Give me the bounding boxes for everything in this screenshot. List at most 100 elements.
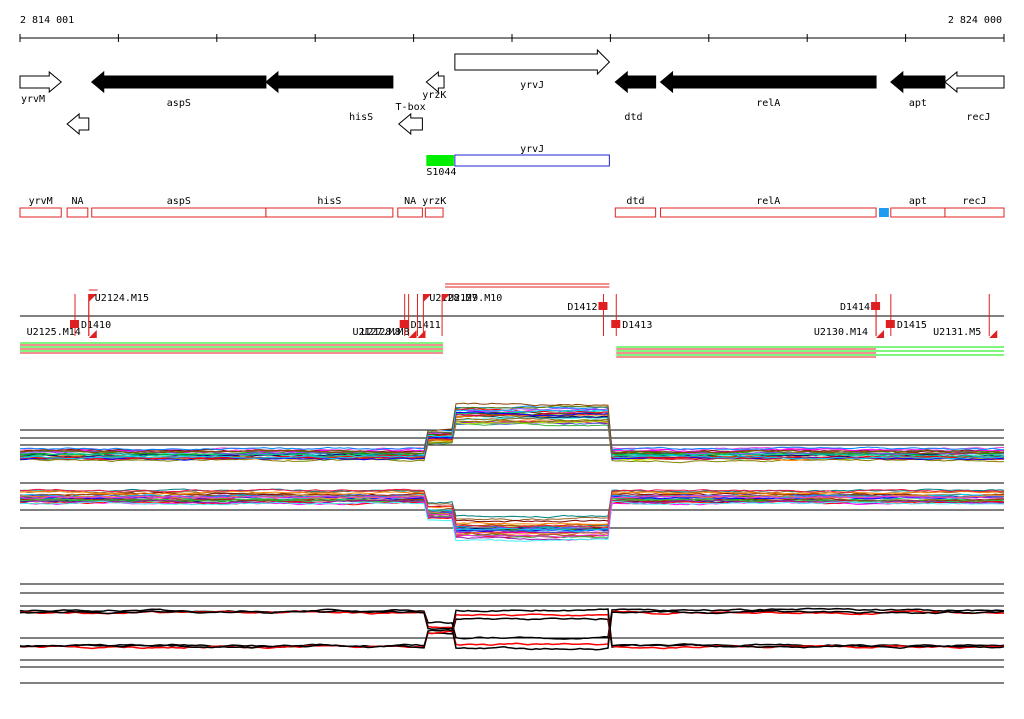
gene-label: yrvM [21,94,45,105]
segment-marker-3: U2127.M8 [352,294,417,338]
feature-label: recJ [962,196,986,207]
feature-NA-1: NA [66,196,89,218]
feature-label: aspS [167,196,191,207]
segment-marker-label: D1413 [622,320,652,331]
feature-label: hisS [317,196,341,207]
gene-yrvM-0: yrvM [19,70,63,105]
multi-sample-lower-track-series [19,488,1005,529]
gene-aspS-2: aspS [90,70,267,109]
segment-marker-label: U2128.M7 [429,293,477,304]
probe-S1044: S1044 [426,155,456,178]
arrow-right-hollow-icon [19,70,63,94]
segment-marker-8: D1412 [567,294,608,336]
feature-track: yrvM NA aspS hisS NA yrzK dtd relA apt recJ [19,196,1005,218]
segment-marker-label: D1415 [897,320,927,331]
segment-marker-label: D1414 [840,302,870,313]
feature-NA-4: NA [397,196,423,218]
segment-marker-13: U2131.M5 [933,294,998,338]
segment-marker-flag [417,330,426,338]
gene-recJ-10: recJ [944,70,1005,123]
segment-marker-flag [989,330,998,338]
segment-marker-11: U2130.M14 [814,294,885,338]
gene-label: yrzK [422,90,446,101]
probe-yrvJ: yrvJ [454,144,610,167]
feature-label: yrvM [29,196,53,207]
gene-label: hisS [349,112,373,123]
feature-label: NA [71,196,83,207]
multi-sample-upper-track [19,402,1005,464]
segment-track: U2125.M14D1410U2124.M15U2127.M8U2128.M8D… [20,283,1004,358]
feature-yrvM-0: yrvM [19,196,62,218]
segment-marker-flag [408,330,417,338]
feature-box [66,207,89,218]
multi-sample-upper-track-series [19,402,1004,455]
multi-sample-upper-track-series [19,409,1005,460]
gene-label: recJ [966,112,990,123]
feature-box [879,208,889,217]
feature-box [944,207,1005,218]
arrow-left-hollow-icon [66,112,90,136]
summary-lower-track [19,608,1005,684]
feature-label: dtd [626,196,644,207]
feature-marker-8 [879,208,889,217]
arrow-left-filled-icon [890,70,946,94]
gene-unnamed-1 [66,112,90,136]
feature-box [614,207,657,218]
gene-yrvJ-6: yrvJ [454,48,611,91]
probe-label: yrvJ [520,144,544,155]
multi-sample-upper-track-series [19,419,1005,464]
gene-label: T-box [396,102,426,113]
gene-relA-8: relA [659,70,877,109]
segment-marker-2: U2124.M15 [88,293,149,336]
multi-sample-upper-track-series [19,410,1005,458]
segment-marker-6: U2128.M7 [422,293,478,336]
arrow-right-hollow-icon [454,48,611,76]
gene-label: apt [909,98,927,109]
segment-marker-1: D1410 [70,294,111,336]
segment-marker-box [885,320,895,328]
signal-tracks [19,402,1005,684]
multi-sample-lower-track-series [19,500,1005,543]
probe-label: S1044 [426,167,456,178]
segment-marker-12: D1415 [885,294,927,336]
probe-box [454,154,610,167]
multi-sample-lower-track-series [19,489,1005,521]
segment-marker-flag [423,294,432,302]
segment-marker-box [70,320,80,328]
segment-marker-7: U2129.M10 [441,293,502,336]
multi-sample-upper-track-series [19,411,1005,461]
feature-box [91,207,267,218]
gene-label: aspS [167,98,191,109]
feature-box [660,207,877,218]
feature-box [397,207,423,218]
segment-marker-box [399,320,409,328]
coordinate-ruler: 2 814 001 2 824 000 [19,15,1005,42]
multi-sample-lower-track-series [19,495,1005,538]
arrow-left-filled-icon [659,70,877,94]
gene-T-box-4: T-box [396,102,426,136]
arrow-left-filled-icon [614,70,657,94]
segment-marker-label: D1410 [81,320,111,331]
feature-yrzK-5: yrzK [422,196,446,218]
segment-marker-flag [442,294,451,302]
segment-marker-label: U2127.M8 [352,327,400,338]
segment-marker-label: U2130.M14 [814,327,868,338]
feature-label: NA [404,196,416,207]
arrow-left-hollow-icon [397,112,423,136]
feature-box [424,207,444,218]
summary-lower-track-series [19,617,1005,648]
gene-dtd-7: dtd [614,70,657,123]
gene-hisS-3: hisS [265,70,394,123]
feature-aspS-2: aspS [91,196,267,218]
summary-upper-track-series [19,609,1005,651]
gene-yrzK-5: yrzK [422,70,446,101]
gene-label: dtd [624,112,642,123]
segment-marker-box [611,320,621,328]
ruler-end-label: 2 824 000 [948,15,1002,26]
segment-marker-flag [88,330,97,338]
feature-label: apt [909,196,927,207]
probe-track: S1044 yrvJ [426,144,610,178]
arrow-left-hollow-icon [425,70,445,94]
multi-sample-lower-track-series [19,493,1005,534]
